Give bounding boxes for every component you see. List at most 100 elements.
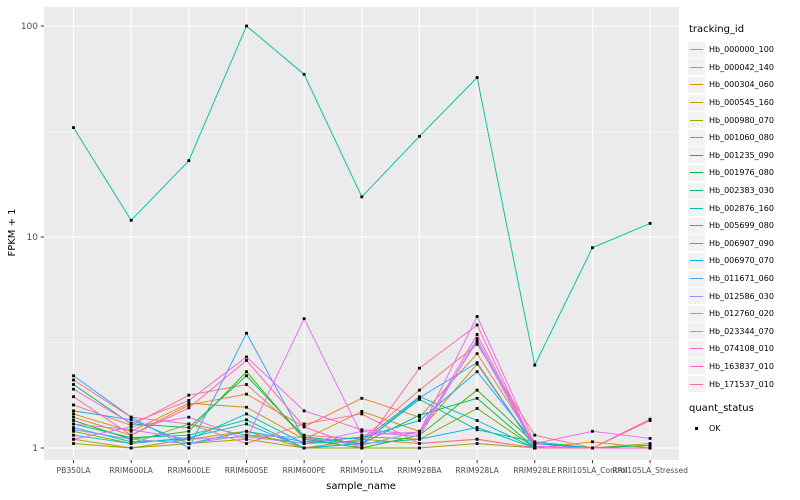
data-point[interactable]	[475, 426, 479, 429]
data-point[interactable]	[302, 72, 306, 76]
legend-item-Hb_001060_080[interactable]: Hb_001060_080	[688, 129, 800, 147]
legend-item-Hb_023344_070[interactable]: Hb_023344_070	[688, 323, 800, 341]
data-point[interactable]	[360, 396, 364, 400]
data-point[interactable]	[475, 428, 479, 432]
data-point[interactable]	[360, 428, 364, 432]
data-point[interactable]	[187, 446, 191, 450]
data-point[interactable]	[475, 361, 479, 364]
data-point[interactable]	[418, 413, 421, 417]
data-point[interactable]	[648, 446, 652, 450]
data-point[interactable]	[187, 437, 191, 441]
data-point[interactable]	[129, 437, 133, 441]
data-point[interactable]	[360, 437, 364, 441]
legend-item-Hb_000545_160[interactable]: Hb_000545_160	[688, 94, 800, 112]
data-point[interactable]	[129, 415, 133, 419]
legend-item-Hb_000304_060[interactable]: Hb_000304_060	[688, 76, 800, 94]
data-point[interactable]	[187, 442, 191, 445]
data-point[interactable]	[245, 422, 248, 426]
legend-item-Hb_163837_010[interactable]: Hb_163837_010	[688, 358, 800, 376]
data-point[interactable]	[72, 403, 75, 407]
legend-item-Hb_001976_080[interactable]: Hb_001976_080	[688, 164, 800, 182]
data-point[interactable]	[418, 442, 421, 445]
data-point[interactable]	[245, 355, 248, 359]
data-point[interactable]	[360, 433, 364, 437]
data-point[interactable]	[245, 435, 248, 439]
data-point[interactable]	[302, 433, 306, 437]
legend-item-Hb_074108_010[interactable]: Hb_074108_010	[688, 340, 800, 358]
data-point[interactable]	[591, 440, 594, 444]
data-point[interactable]	[72, 442, 75, 445]
data-point[interactable]	[72, 126, 75, 129]
data-point[interactable]	[187, 399, 191, 402]
data-point[interactable]	[475, 315, 479, 318]
data-point[interactable]	[245, 437, 248, 441]
data-point[interactable]	[245, 418, 248, 422]
data-point[interactable]	[648, 221, 652, 225]
data-point[interactable]	[72, 409, 75, 413]
data-point[interactable]	[475, 442, 479, 445]
data-point[interactable]	[360, 195, 364, 199]
data-point[interactable]	[187, 393, 191, 397]
data-point[interactable]	[533, 440, 537, 444]
data-point[interactable]	[475, 76, 479, 79]
legend-item-Hb_006970_070[interactable]: Hb_006970_070	[688, 252, 800, 270]
data-point[interactable]	[591, 246, 594, 250]
data-point[interactable]	[475, 437, 479, 441]
data-point[interactable]	[418, 134, 421, 138]
legend-item-quant-ok[interactable]: OK	[688, 420, 800, 438]
data-point[interactable]	[129, 418, 133, 422]
data-point[interactable]	[475, 370, 479, 374]
data-point[interactable]	[418, 366, 421, 370]
data-point[interactable]	[533, 444, 537, 448]
data-point[interactable]	[245, 392, 248, 396]
data-point[interactable]	[129, 433, 133, 437]
data-point[interactable]	[129, 425, 133, 429]
legend-item-Hb_002876_160[interactable]: Hb_002876_160	[688, 199, 800, 217]
data-point[interactable]	[72, 429, 75, 433]
data-point[interactable]	[533, 442, 537, 445]
data-point[interactable]	[591, 446, 594, 450]
data-point[interactable]	[187, 403, 191, 407]
data-point[interactable]	[72, 422, 75, 426]
data-point[interactable]	[129, 440, 133, 444]
data-point[interactable]	[245, 412, 248, 416]
data-point[interactable]	[245, 429, 248, 433]
data-point[interactable]	[533, 433, 537, 437]
data-point[interactable]	[360, 446, 364, 450]
data-point[interactable]	[129, 442, 133, 445]
data-point[interactable]	[72, 378, 75, 382]
data-point[interactable]	[418, 435, 421, 439]
data-point[interactable]	[245, 405, 248, 409]
data-point[interactable]	[72, 419, 75, 422]
data-point[interactable]	[302, 440, 306, 444]
legend-item-Hb_000000_100[interactable]: Hb_000000_100	[688, 41, 800, 59]
data-point[interactable]	[418, 437, 421, 441]
data-point[interactable]	[648, 437, 652, 440]
data-point[interactable]	[129, 421, 133, 425]
data-point[interactable]	[187, 415, 191, 419]
data-point[interactable]	[302, 409, 306, 413]
data-point[interactable]	[302, 425, 306, 429]
data-point[interactable]	[245, 442, 248, 445]
data-point[interactable]	[648, 419, 652, 422]
data-point[interactable]	[302, 446, 306, 450]
data-point[interactable]	[475, 388, 479, 392]
data-point[interactable]	[245, 331, 248, 335]
data-point[interactable]	[129, 218, 133, 222]
data-point[interactable]	[187, 433, 191, 437]
data-point[interactable]	[302, 436, 306, 440]
data-point[interactable]	[72, 395, 75, 399]
data-point[interactable]	[475, 419, 479, 422]
data-point[interactable]	[72, 412, 75, 416]
data-point[interactable]	[187, 406, 191, 410]
data-point[interactable]	[475, 352, 479, 356]
data-point[interactable]	[418, 419, 421, 422]
data-point[interactable]	[72, 374, 75, 378]
data-point[interactable]	[475, 337, 479, 340]
data-point[interactable]	[360, 429, 364, 433]
data-point[interactable]	[475, 342, 479, 346]
data-point[interactable]	[360, 439, 364, 443]
data-point[interactable]	[129, 429, 133, 433]
data-point[interactable]	[187, 159, 191, 163]
data-point[interactable]	[475, 323, 479, 327]
